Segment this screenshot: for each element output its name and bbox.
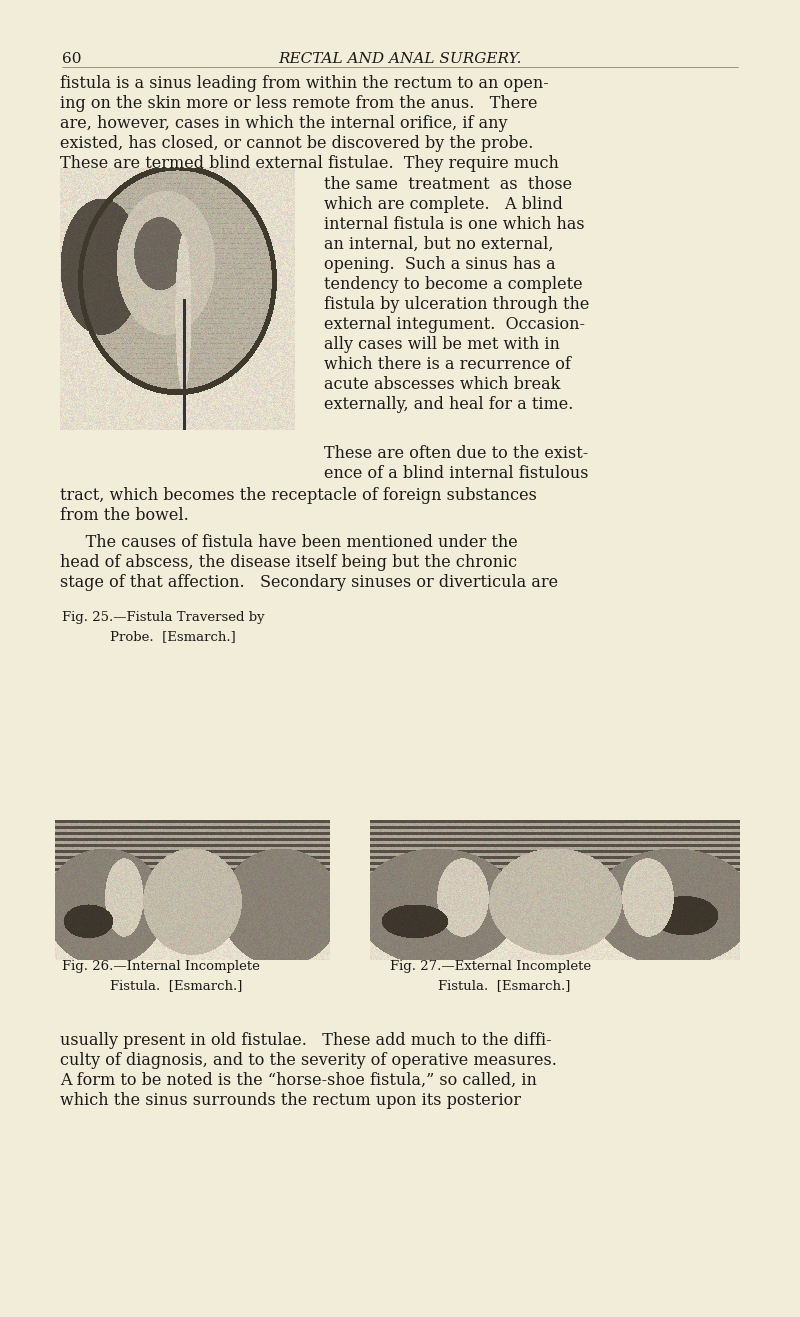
Text: Fistula.  [Esmarch.]: Fistula. [Esmarch.]: [438, 979, 570, 992]
Text: internal fistula is one which has: internal fistula is one which has: [324, 216, 585, 233]
Text: which there is a recurrence of: which there is a recurrence of: [324, 356, 571, 373]
Text: existed, has closed, or cannot be discovered by the probe.: existed, has closed, or cannot be discov…: [60, 136, 534, 151]
Text: ence of a blind internal fistulous: ence of a blind internal fistulous: [324, 465, 589, 482]
Text: Probe.  [Esmarch.]: Probe. [Esmarch.]: [110, 630, 236, 643]
Text: stage of that affection.   Secondary sinuses or diverticula are: stage of that affection. Secondary sinus…: [60, 574, 558, 591]
Text: culty of diagnosis, and to the severity of operative measures.: culty of diagnosis, and to the severity …: [60, 1052, 557, 1069]
Text: are, however, cases in which the internal orifice, if any: are, however, cases in which the interna…: [60, 115, 507, 132]
Text: usually present in old fistulae.   These add much to the diffi-: usually present in old fistulae. These a…: [60, 1033, 552, 1050]
Text: Fig. 26.—Internal Incomplete: Fig. 26.—Internal Incomplete: [62, 960, 260, 973]
Text: an internal, but no external,: an internal, but no external,: [324, 236, 554, 253]
Text: the same  treatment  as  those: the same treatment as those: [324, 176, 572, 194]
Text: acute abscesses which break: acute abscesses which break: [324, 375, 560, 392]
Text: RECTAL AND ANAL SURGERY.: RECTAL AND ANAL SURGERY.: [278, 51, 522, 66]
Text: head of abscess, the disease itself being but the chronic: head of abscess, the disease itself bein…: [60, 554, 517, 572]
Text: Fistula.  [Esmarch.]: Fistula. [Esmarch.]: [110, 979, 242, 992]
Text: which are complete.   A blind: which are complete. A blind: [324, 196, 563, 213]
Text: ally cases will be met with in: ally cases will be met with in: [324, 336, 560, 353]
Text: A form to be noted is the “horse-shoe fistula,” so called, in: A form to be noted is the “horse-shoe fi…: [60, 1072, 537, 1089]
Text: ing on the skin more or less remote from the anus.   There: ing on the skin more or less remote from…: [60, 95, 538, 112]
Text: tract, which becomes the receptacle of foreign substances: tract, which becomes the receptacle of f…: [60, 487, 537, 504]
Text: tendency to become a complete: tendency to become a complete: [324, 277, 582, 292]
Text: The causes of fistula have been mentioned under the: The causes of fistula have been mentione…: [60, 533, 518, 551]
Text: externally, and heal for a time.: externally, and heal for a time.: [324, 396, 574, 414]
Text: fistula is a sinus leading from within the rectum to an open-: fistula is a sinus leading from within t…: [60, 75, 549, 92]
Text: external integument.  Occasion-: external integument. Occasion-: [324, 316, 585, 333]
Text: from the bowel.: from the bowel.: [60, 507, 189, 524]
Text: These are termed blind external fistulae.  They require much: These are termed blind external fistulae…: [60, 155, 559, 173]
Text: 60: 60: [62, 51, 82, 66]
Text: Fig. 25.—Fistula Traversed by: Fig. 25.—Fistula Traversed by: [62, 611, 265, 624]
Text: These are often due to the exist-: These are often due to the exist-: [324, 445, 588, 462]
Text: opening.  Such a sinus has a: opening. Such a sinus has a: [324, 255, 556, 273]
Text: which the sinus surrounds the rectum upon its posterior: which the sinus surrounds the rectum upo…: [60, 1092, 521, 1109]
Text: Fig. 27.—External Incomplete: Fig. 27.—External Incomplete: [390, 960, 591, 973]
Text: fistula by ulceration through the: fistula by ulceration through the: [324, 296, 590, 313]
